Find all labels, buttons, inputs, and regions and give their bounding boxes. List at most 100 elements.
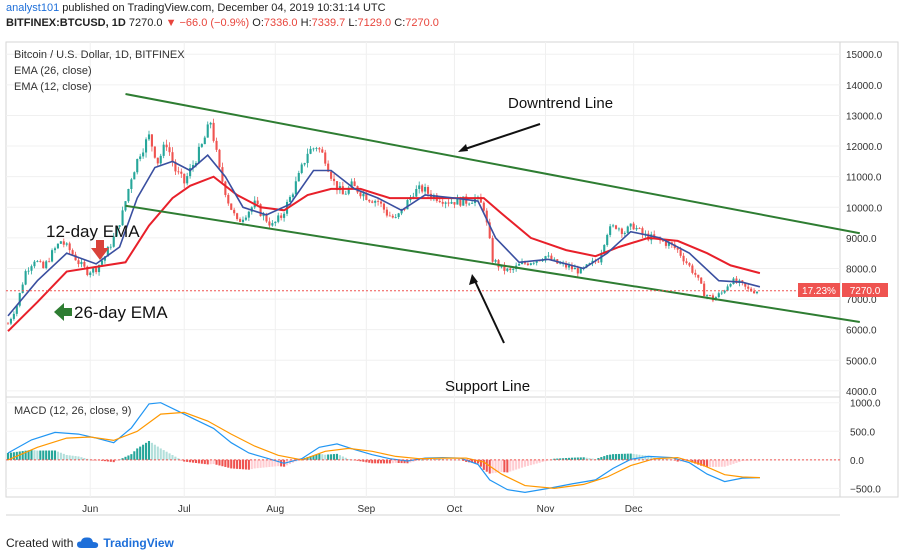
candle-body bbox=[268, 221, 271, 226]
macd-hist-bar bbox=[115, 459, 118, 461]
macd-hist-bar bbox=[708, 459, 712, 467]
macd-hist-bar bbox=[591, 458, 594, 460]
macd-hist-bar bbox=[482, 459, 485, 470]
candle-body bbox=[21, 284, 24, 293]
macd-hist-bar bbox=[644, 455, 647, 460]
candle-body bbox=[626, 226, 629, 233]
candle-body bbox=[344, 193, 347, 195]
candle-body bbox=[271, 223, 274, 226]
macd-hist-bar bbox=[65, 455, 68, 460]
close-value: 7270.0 bbox=[405, 17, 439, 29]
macd-hist-bar bbox=[535, 459, 538, 464]
support-label: Support Line bbox=[445, 378, 530, 395]
candle-body bbox=[177, 171, 180, 173]
candle-body bbox=[347, 187, 350, 194]
macd-hist-bar bbox=[236, 459, 239, 469]
candle-body bbox=[332, 178, 336, 182]
price-scale[interactable] bbox=[839, 41, 899, 498]
ema12-line bbox=[7, 154, 761, 317]
macd-hist-bar bbox=[588, 458, 591, 460]
macd-hist-bar bbox=[532, 459, 535, 465]
candle-body bbox=[661, 240, 665, 242]
candle-body bbox=[136, 159, 139, 173]
macd-hist-bar bbox=[603, 456, 606, 460]
candle-body bbox=[315, 148, 318, 149]
candle-body bbox=[133, 172, 136, 180]
ticker-symbol[interactable]: BITFINEX:BTCUSD, 1D bbox=[6, 17, 126, 29]
macd-hist-bar bbox=[518, 459, 521, 469]
red-arrow-down-icon bbox=[91, 240, 109, 260]
candle-body bbox=[303, 163, 306, 165]
tradingview-brand[interactable]: TradingView bbox=[103, 536, 174, 550]
candle-body bbox=[623, 232, 626, 234]
candle-body bbox=[632, 223, 635, 230]
macd-hist-bar bbox=[312, 455, 315, 460]
time-tick-label: Oct bbox=[447, 504, 463, 515]
macd-hist-bar bbox=[462, 459, 465, 461]
candle-body bbox=[274, 221, 277, 224]
price-tick-label: 10000.0 bbox=[846, 203, 883, 214]
macd-hist-bar bbox=[659, 458, 662, 460]
publish-info: analyst101 published on TradingView.com,… bbox=[6, 2, 386, 14]
candle-body bbox=[312, 148, 315, 150]
macd-hist-bar bbox=[106, 459, 109, 462]
macd-hist-bar bbox=[233, 459, 236, 469]
macd-hist-bar bbox=[321, 454, 324, 460]
macd-hist-bar bbox=[218, 459, 221, 466]
macd-hist-bar bbox=[147, 441, 151, 460]
candle-body bbox=[6, 323, 10, 325]
macd-hist-bar bbox=[238, 459, 242, 470]
candle-body bbox=[142, 152, 145, 157]
candle-body bbox=[394, 217, 397, 218]
ema26-label: 26-day EMA bbox=[74, 303, 168, 322]
macd-hist-bar bbox=[512, 459, 515, 471]
macd-hist-bar bbox=[262, 459, 265, 468]
candle-body bbox=[447, 202, 450, 204]
candle-body bbox=[541, 260, 544, 262]
candle-body bbox=[374, 200, 377, 203]
macd-tick-label: 1000.0 bbox=[850, 399, 881, 410]
price-tick-label: 4000.0 bbox=[846, 387, 877, 398]
candle-body bbox=[215, 140, 218, 150]
macd-hist-bar bbox=[203, 459, 206, 465]
legend-title: Bitcoin / U.S. Dollar, 1D, BITFINEX bbox=[14, 49, 185, 61]
candle-body bbox=[247, 211, 250, 218]
macd-hist-bar bbox=[424, 459, 427, 460]
macd-hist-bar bbox=[694, 459, 697, 464]
macd-hist-bar bbox=[74, 456, 77, 460]
macd-hist-bar bbox=[221, 459, 224, 467]
candle-body bbox=[385, 209, 388, 216]
macd-hist-bar bbox=[497, 459, 500, 473]
macd-hist-bar bbox=[356, 459, 359, 461]
support-line[interactable] bbox=[125, 204, 860, 324]
ema12-label: 12-day EMA bbox=[46, 222, 140, 241]
price-tick-label: 14000.0 bbox=[846, 81, 883, 92]
candle-body bbox=[109, 246, 112, 248]
candle-body bbox=[118, 225, 121, 227]
downtrend-line[interactable] bbox=[125, 93, 860, 235]
macd-hist-bar bbox=[332, 454, 336, 460]
candle-body bbox=[365, 193, 368, 200]
candle-body bbox=[74, 254, 77, 261]
macd-hist-bar bbox=[397, 459, 400, 463]
macd-hist-bar bbox=[324, 454, 327, 460]
macd-hist-bar bbox=[318, 453, 321, 460]
candle-body bbox=[547, 255, 550, 257]
macd-hist-bar bbox=[165, 451, 168, 460]
macd-hist-bar bbox=[277, 459, 280, 467]
price-tick-label: 15000.0 bbox=[846, 50, 883, 61]
candle-body bbox=[679, 249, 682, 256]
macd-hist-bar bbox=[576, 457, 579, 460]
macd-hist-bar bbox=[36, 450, 39, 460]
candle-body bbox=[262, 214, 265, 217]
macd-hist-bar bbox=[570, 457, 574, 460]
last-price-badge: 17.23% 7270.0 bbox=[798, 283, 888, 297]
candle-body bbox=[68, 243, 71, 251]
candle-body bbox=[444, 202, 447, 204]
candle-body bbox=[535, 260, 538, 263]
author-link[interactable]: analyst101 bbox=[6, 2, 60, 14]
candle-body bbox=[189, 167, 192, 177]
macd-hist-bar bbox=[747, 459, 750, 461]
candle-body bbox=[382, 203, 386, 210]
